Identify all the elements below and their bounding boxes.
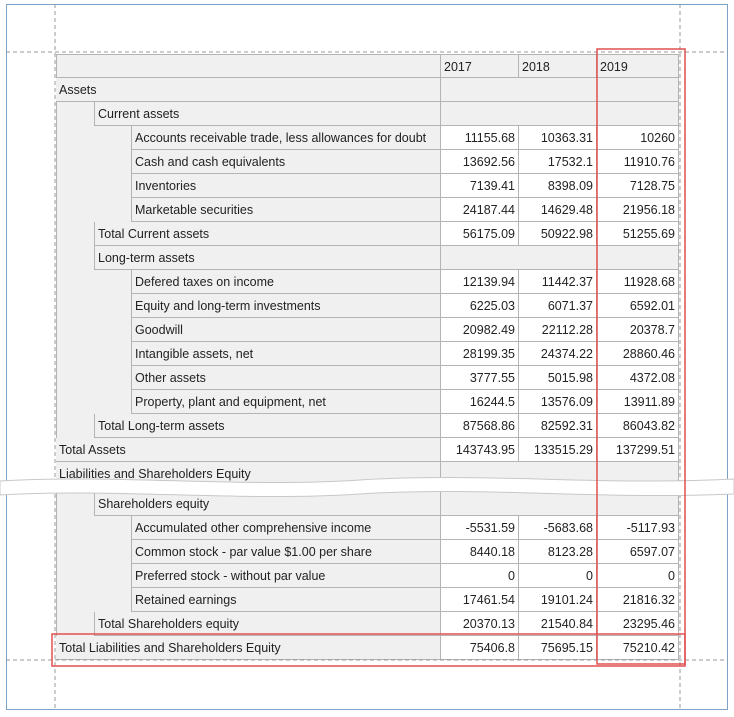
row-label: Cash and cash equivalents xyxy=(131,150,441,174)
year-header: 2018 xyxy=(519,54,597,78)
row-label: Accounts receivable trade, less allowanc… xyxy=(131,126,441,150)
group-value-area xyxy=(441,246,679,270)
value-cell: 50922.98 xyxy=(519,222,597,246)
value-cell: 19101.24 xyxy=(519,588,597,612)
value-cell: 7128.75 xyxy=(597,174,679,198)
row-label: Property, plant and equipment, net xyxy=(131,390,441,414)
row-label: Total Shareholders equity xyxy=(94,612,441,636)
value-cell: 87568.86 xyxy=(441,414,519,438)
value-cell: 21956.18 xyxy=(597,198,679,222)
value-cell: 0 xyxy=(441,564,519,588)
value-cell: 20982.49 xyxy=(441,318,519,342)
row-label: Preferred stock - without par value xyxy=(131,564,441,588)
value-cell: 11442.37 xyxy=(519,270,597,294)
value-cell: 6597.07 xyxy=(597,540,679,564)
value-cell: 20378.7 xyxy=(597,318,679,342)
value-cell: 5015.98 xyxy=(519,366,597,390)
value-cell: 12139.94 xyxy=(441,270,519,294)
row-label: Retained earnings xyxy=(131,588,441,612)
page-break xyxy=(0,476,734,498)
row-label: Total Liabilities and Shareholders Equit… xyxy=(56,636,441,660)
row-label: Equity and long-term investments xyxy=(131,294,441,318)
value-cell: 13692.56 xyxy=(441,150,519,174)
value-cell: 13576.09 xyxy=(519,390,597,414)
value-cell: 17532.1 xyxy=(519,150,597,174)
value-cell: 0 xyxy=(597,564,679,588)
value-cell: 8398.09 xyxy=(519,174,597,198)
value-cell: 28199.35 xyxy=(441,342,519,366)
value-cell: 75406.8 xyxy=(441,636,519,660)
value-cell: 28860.46 xyxy=(597,342,679,366)
row-label: Goodwill xyxy=(131,318,441,342)
value-cell: 82592.31 xyxy=(519,414,597,438)
value-cell: 133515.29 xyxy=(519,438,597,462)
row-label: Total Long-term assets xyxy=(94,414,441,438)
value-cell: 11928.68 xyxy=(597,270,679,294)
year-header: 2019 xyxy=(597,54,679,78)
row-label: Total Current assets xyxy=(94,222,441,246)
value-cell: 4372.08 xyxy=(597,366,679,390)
group-value-area xyxy=(441,102,679,126)
value-cell: 8123.28 xyxy=(519,540,597,564)
row-highlight xyxy=(51,633,686,667)
value-cell: 23295.46 xyxy=(597,612,679,636)
group-value-area xyxy=(441,492,679,516)
row-label: Common stock - par value $1.00 per share xyxy=(131,540,441,564)
value-cell: 86043.82 xyxy=(597,414,679,438)
value-cell: 137299.51 xyxy=(597,438,679,462)
row-label: Inventories xyxy=(131,174,441,198)
value-cell: 21540.84 xyxy=(519,612,597,636)
value-cell: 0 xyxy=(519,564,597,588)
value-cell: 24374.22 xyxy=(519,342,597,366)
value-cell: 11910.76 xyxy=(597,150,679,174)
value-cell: 21816.32 xyxy=(597,588,679,612)
value-cell: 14629.48 xyxy=(519,198,597,222)
row-label: Total Assets xyxy=(56,438,441,462)
value-cell: 51255.69 xyxy=(597,222,679,246)
value-cell: 16244.5 xyxy=(441,390,519,414)
year-header: 2017 xyxy=(441,54,519,78)
value-cell: 3777.55 xyxy=(441,366,519,390)
value-cell: 6071.37 xyxy=(519,294,597,318)
group-label: Assets xyxy=(56,78,441,102)
group-label: Current assets xyxy=(94,102,441,126)
row-label: Intangible assets, net xyxy=(131,342,441,366)
header-corner xyxy=(56,54,441,78)
value-cell: 20370.13 xyxy=(441,612,519,636)
row-label: Other assets xyxy=(131,366,441,390)
value-cell: 6225.03 xyxy=(441,294,519,318)
value-cell: 10260 xyxy=(597,126,679,150)
page-frame xyxy=(6,4,728,710)
value-cell: 10363.31 xyxy=(519,126,597,150)
value-cell: 6592.01 xyxy=(597,294,679,318)
value-cell: 8440.18 xyxy=(441,540,519,564)
value-cell: 17461.54 xyxy=(441,588,519,612)
row-label: Defered taxes on income xyxy=(131,270,441,294)
row-label: Accumulated other comprehensive income xyxy=(131,516,441,540)
value-cell: 143743.95 xyxy=(441,438,519,462)
value-cell: 24187.44 xyxy=(441,198,519,222)
value-cell: 75695.15 xyxy=(519,636,597,660)
value-cell: 22112.28 xyxy=(519,318,597,342)
value-cell: 75210.42 xyxy=(597,636,679,660)
value-cell: 13911.89 xyxy=(597,390,679,414)
value-cell: 11155.68 xyxy=(441,126,519,150)
value-cell: 7139.41 xyxy=(441,174,519,198)
value-cell: -5683.68 xyxy=(519,516,597,540)
value-cell: 56175.09 xyxy=(441,222,519,246)
group-label: Long-term assets xyxy=(94,246,441,270)
value-cell: -5117.93 xyxy=(597,516,679,540)
value-cell: -5531.59 xyxy=(441,516,519,540)
row-label: Marketable securities xyxy=(131,198,441,222)
group-value-area xyxy=(441,78,679,102)
column-highlight xyxy=(596,48,686,665)
